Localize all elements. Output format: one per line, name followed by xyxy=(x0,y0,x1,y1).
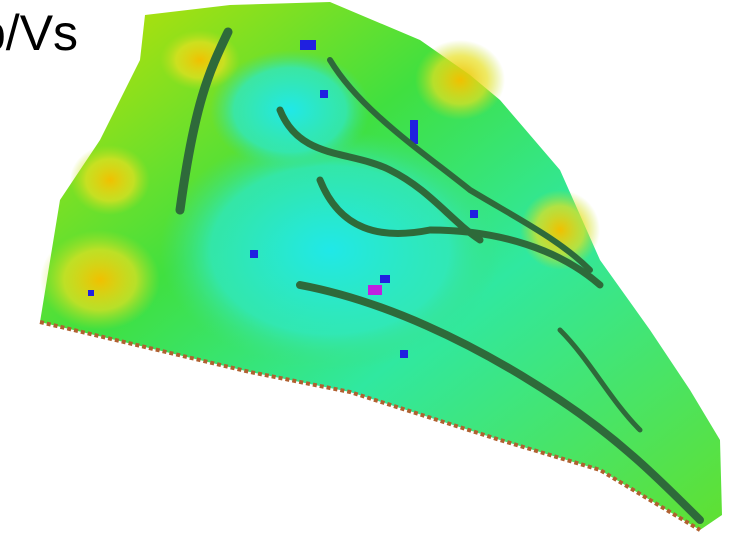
cell xyxy=(380,275,390,283)
cell xyxy=(88,290,94,296)
geologic-model xyxy=(0,0,750,546)
screenshot: p/Vs xyxy=(0,0,750,546)
cell xyxy=(470,210,478,218)
cell xyxy=(400,350,408,358)
high-ratio-zone xyxy=(40,230,160,330)
high-ratio-zone xyxy=(70,145,150,215)
cell xyxy=(368,285,382,295)
high-ratio-zone xyxy=(415,40,505,120)
property-label: p/Vs xyxy=(0,8,78,58)
cell xyxy=(300,40,316,50)
cell xyxy=(250,250,258,258)
cell xyxy=(320,90,328,98)
